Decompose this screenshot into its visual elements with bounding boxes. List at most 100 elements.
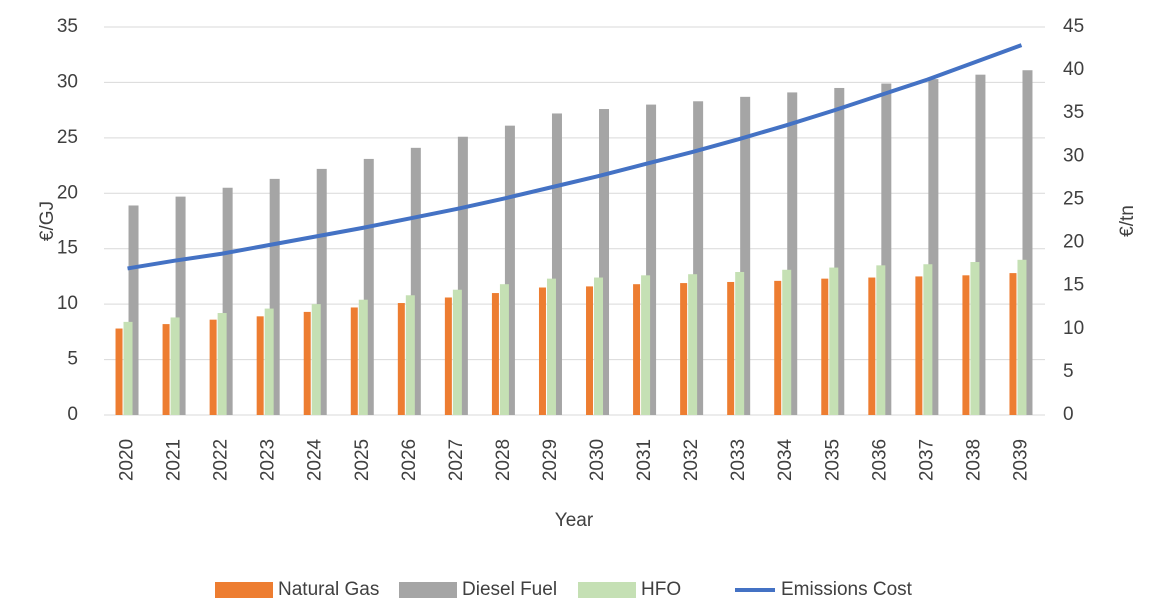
bar bbox=[410, 147, 421, 415]
x-tick-label: 2038 bbox=[963, 439, 984, 481]
y-tick-label: 35 bbox=[57, 16, 78, 37]
x-tick-label: 2036 bbox=[869, 439, 890, 481]
y2-tick-label: 5 bbox=[1063, 361, 1074, 382]
y2-tick-label: 25 bbox=[1063, 188, 1084, 209]
bar bbox=[546, 278, 556, 415]
y-tick-label: 20 bbox=[57, 182, 78, 203]
x-tick-label: 2037 bbox=[916, 439, 937, 481]
bar bbox=[774, 280, 782, 415]
bar bbox=[975, 74, 986, 415]
x-tick-label: 2025 bbox=[352, 439, 373, 481]
bar bbox=[217, 313, 227, 415]
x-tick-label: 2034 bbox=[775, 438, 796, 481]
bar bbox=[538, 287, 546, 415]
bar bbox=[162, 324, 170, 415]
y-tick-label: 30 bbox=[57, 71, 78, 92]
bar bbox=[688, 274, 698, 415]
y2-tick-label: 15 bbox=[1063, 275, 1084, 296]
bar bbox=[264, 308, 274, 415]
bar bbox=[641, 275, 651, 415]
legend-swatch bbox=[399, 582, 457, 598]
bar bbox=[363, 158, 374, 416]
bar bbox=[735, 271, 745, 415]
legend-swatch bbox=[215, 582, 273, 598]
bar bbox=[397, 303, 405, 415]
bar bbox=[829, 267, 839, 415]
x-tick-label: 2035 bbox=[822, 439, 843, 481]
legend-swatch bbox=[578, 582, 636, 598]
x-tick-label: 2026 bbox=[399, 439, 420, 481]
bar bbox=[740, 96, 751, 415]
bar bbox=[633, 284, 641, 415]
x-tick-label: 2020 bbox=[117, 439, 138, 481]
bar bbox=[970, 262, 980, 415]
bar bbox=[923, 264, 933, 415]
bar bbox=[680, 283, 688, 415]
x-tick-label: 2033 bbox=[728, 439, 749, 481]
y-tick-label: 25 bbox=[57, 127, 78, 148]
bar bbox=[405, 295, 415, 415]
bar bbox=[881, 83, 892, 415]
y-tick-label: 10 bbox=[57, 293, 78, 314]
bar bbox=[316, 168, 327, 415]
legend-label: Diesel Fuel bbox=[462, 579, 557, 600]
bar bbox=[491, 293, 499, 415]
bar bbox=[1022, 70, 1033, 415]
bar bbox=[499, 284, 509, 415]
x-tick-label: 2030 bbox=[587, 439, 608, 481]
x-tick-label: 2023 bbox=[258, 439, 279, 481]
bar bbox=[256, 316, 264, 415]
x-axis-title: Year bbox=[555, 510, 594, 531]
bar bbox=[1017, 259, 1027, 415]
y-axis-title: €/GJ bbox=[37, 201, 58, 241]
bar bbox=[457, 136, 468, 415]
x-tick-label: 2039 bbox=[1010, 439, 1031, 481]
bar bbox=[1009, 273, 1017, 415]
bar bbox=[350, 307, 358, 415]
bar bbox=[303, 311, 311, 415]
bar bbox=[209, 319, 217, 415]
x-tick-label: 2032 bbox=[681, 439, 702, 481]
legend-label: Natural Gas bbox=[278, 579, 379, 600]
bar bbox=[821, 278, 829, 415]
bar bbox=[115, 328, 123, 415]
x-tick-label: 2024 bbox=[305, 438, 326, 481]
x-tick-label: 2028 bbox=[493, 439, 514, 481]
bar bbox=[868, 277, 876, 415]
x-tick-label: 2027 bbox=[446, 439, 467, 481]
bar bbox=[693, 101, 704, 415]
bar bbox=[175, 196, 186, 415]
y2-tick-label: 30 bbox=[1063, 145, 1084, 166]
bar bbox=[915, 276, 923, 415]
bar bbox=[504, 125, 515, 416]
bar bbox=[551, 113, 562, 416]
bar bbox=[311, 304, 321, 415]
y2-tick-label: 20 bbox=[1063, 232, 1084, 253]
bar bbox=[962, 275, 970, 415]
bar bbox=[928, 79, 939, 416]
y2-tick-label: 40 bbox=[1063, 59, 1084, 80]
legend-label: HFO bbox=[641, 579, 681, 600]
x-tick-label: 2029 bbox=[540, 439, 561, 481]
bar bbox=[646, 104, 657, 415]
bar bbox=[727, 281, 735, 415]
legend-label: Emissions Cost bbox=[781, 579, 913, 600]
bar bbox=[594, 277, 604, 415]
bar bbox=[782, 269, 792, 415]
x-tick-label: 2022 bbox=[211, 439, 232, 481]
x-tick-label: 2031 bbox=[634, 439, 655, 481]
y2-tick-label: 10 bbox=[1063, 318, 1084, 339]
y-tick-label: 0 bbox=[67, 404, 78, 425]
y2-tick-label: 35 bbox=[1063, 102, 1084, 123]
bar bbox=[358, 299, 368, 415]
y2-axis-title: €/tn bbox=[1117, 205, 1138, 237]
bar bbox=[787, 92, 798, 416]
bar bbox=[452, 289, 462, 415]
bar bbox=[444, 297, 452, 415]
bar bbox=[123, 321, 133, 415]
y2-tick-label: 45 bbox=[1063, 16, 1084, 37]
x-tick-label: 2021 bbox=[164, 439, 185, 481]
line-series bbox=[127, 43, 1023, 271]
bar bbox=[834, 87, 845, 415]
